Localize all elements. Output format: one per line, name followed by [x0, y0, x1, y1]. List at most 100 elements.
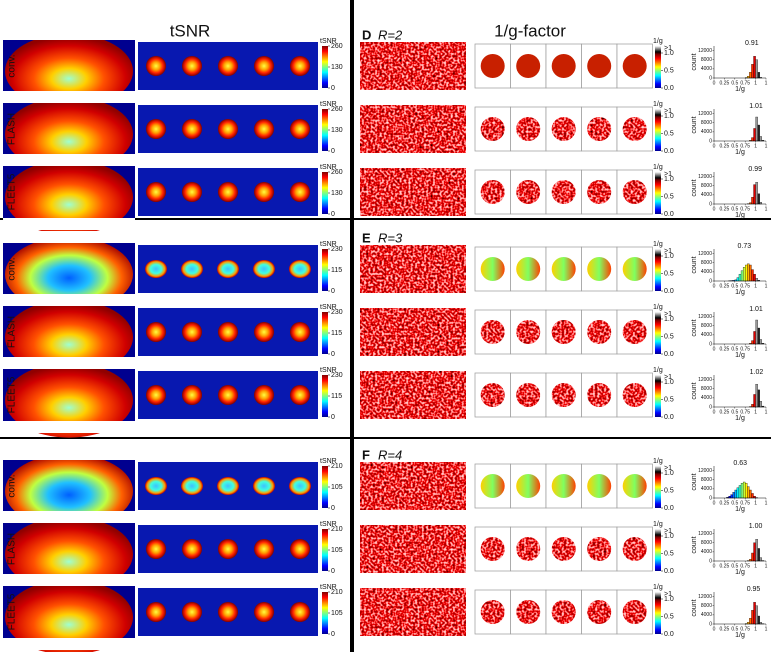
- histogram-bar: [758, 328, 760, 344]
- x-tick-label: 1: [765, 283, 768, 289]
- y-tick-label: 12000: [698, 531, 712, 537]
- r-label: R=4: [378, 447, 402, 462]
- phantom: [587, 180, 611, 204]
- y-axis-label: count: [691, 116, 698, 133]
- image: [360, 105, 466, 153]
- y-tick-label: 4000: [701, 549, 712, 555]
- x-tick-label: 0: [713, 346, 716, 352]
- annotation: 1.01: [749, 103, 763, 110]
- phantom: [181, 477, 203, 495]
- x-tick-label: 0: [713, 283, 716, 289]
- histogram-bar: [745, 483, 747, 498]
- image-mask: [3, 28, 135, 40]
- colorbar-label: 260: [331, 169, 343, 176]
- phantom: [623, 117, 647, 141]
- colorbar: [655, 312, 661, 354]
- colorbar-label: 0.5: [664, 550, 674, 557]
- histogram-bar: [756, 60, 758, 78]
- colorbar-label: 105: [331, 610, 343, 617]
- colorbar-label: 0.5: [664, 270, 674, 277]
- histogram-bar: [745, 265, 747, 281]
- histogram-bar: [751, 197, 753, 204]
- phantom: [587, 537, 611, 561]
- colorbar: [655, 375, 661, 417]
- row-label: FLEET5: [7, 376, 18, 413]
- phantom: [218, 322, 238, 342]
- x-tick-label: 0: [713, 500, 716, 506]
- phantom: [587, 320, 611, 344]
- y-axis-label: count: [691, 319, 698, 336]
- y-tick-label: 12000: [698, 251, 712, 257]
- histogram-bar: [760, 558, 762, 561]
- phantom: [146, 182, 166, 202]
- x-tick-label: 1: [754, 500, 757, 506]
- colorbar-label: 0.5: [664, 333, 674, 340]
- image: [360, 308, 466, 356]
- panel-letter: F: [362, 447, 370, 462]
- x-tick-label: 1: [754, 409, 757, 415]
- histogram-bar: [754, 185, 756, 204]
- phantom: [253, 260, 275, 278]
- colorbar-label: 230: [331, 246, 343, 253]
- colorbar-title: 1/g: [653, 38, 663, 45]
- histogram-bar: [760, 136, 762, 141]
- image-mask: [3, 294, 135, 306]
- y-tick-label: 8000: [701, 477, 712, 483]
- colorbar-label: 0.5: [664, 130, 674, 137]
- x-tick-label: 1: [765, 80, 768, 86]
- phantom: [587, 117, 611, 141]
- phantom: [218, 56, 238, 76]
- colorbar-label: 130: [331, 64, 343, 71]
- histogram-bar: [754, 496, 756, 498]
- colorbar-label: 0: [331, 351, 335, 358]
- colorbar-label: >1: [664, 591, 672, 598]
- colorbar-title: 1/g: [653, 304, 663, 311]
- annotation: 0.73: [738, 243, 752, 250]
- colorbar-label: >1: [664, 374, 672, 381]
- x-tick-label: 1: [754, 346, 757, 352]
- histogram-bar: [760, 202, 762, 204]
- histogram-bar: [751, 553, 753, 561]
- phantom: [552, 537, 576, 561]
- histogram-bar: [737, 278, 739, 281]
- y-axis-label: count: [691, 382, 698, 399]
- x-tick-label: 1: [754, 563, 757, 569]
- phantom: [254, 182, 274, 202]
- x-tick-label: 1: [765, 500, 768, 506]
- phantom: [552, 383, 576, 407]
- histogram-bar: [749, 559, 751, 561]
- image-mask: [3, 421, 135, 433]
- y-tick-label: 12000: [698, 377, 712, 383]
- colorbar-label: 0: [331, 288, 335, 295]
- phantom: [481, 180, 505, 204]
- x-tick-label: 0.25: [720, 80, 730, 86]
- image-mask: [3, 511, 135, 523]
- histogram-bar: [747, 264, 749, 281]
- y-tick-label: 4000: [701, 486, 712, 492]
- y-axis-label: count: [691, 179, 698, 196]
- x-axis-label: 1/g: [735, 352, 745, 359]
- x-tick-label: 1: [754, 80, 757, 86]
- histogram-bar: [758, 616, 760, 624]
- header: 1/g-factor: [494, 21, 566, 40]
- phantom: [623, 257, 647, 281]
- phantom: [289, 477, 311, 495]
- phantom: [146, 56, 166, 76]
- colorbar-label: 0.0: [664, 85, 674, 92]
- phantom: [218, 119, 238, 139]
- phantom: [516, 320, 540, 344]
- image-mask: [3, 154, 135, 166]
- x-tick-label: 0: [713, 80, 716, 86]
- image-mask: [3, 448, 135, 460]
- histogram-bar: [756, 320, 758, 344]
- x-tick-label: 1: [765, 346, 768, 352]
- histogram-bar: [754, 394, 756, 407]
- image: [360, 371, 466, 419]
- y-tick-label: 8000: [701, 260, 712, 266]
- phantom: [182, 602, 202, 622]
- histogram-bar: [751, 341, 753, 344]
- row-label: conv.: [7, 54, 18, 77]
- histogram-bar: [756, 384, 758, 407]
- colorbar: [655, 109, 661, 151]
- colorbar: [655, 249, 661, 291]
